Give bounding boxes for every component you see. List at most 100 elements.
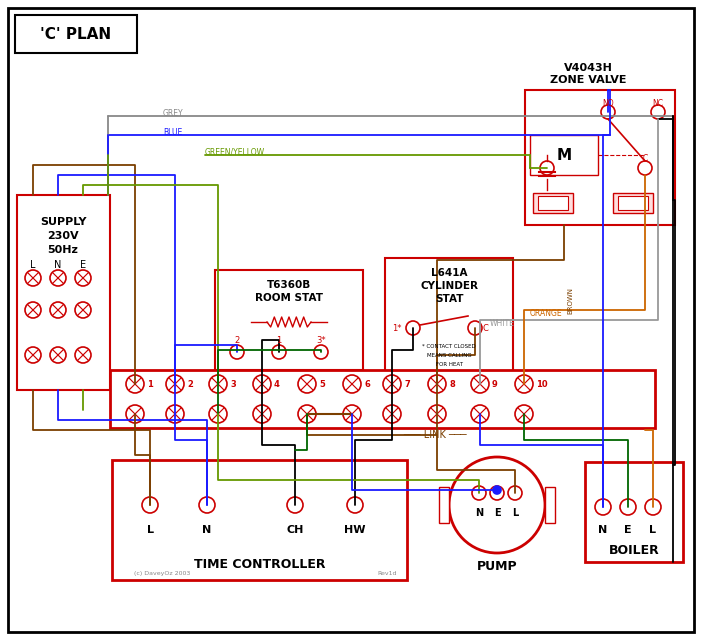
Circle shape — [428, 405, 446, 423]
Circle shape — [383, 375, 401, 393]
Text: * CONTACT CLOSED: * CONTACT CLOSED — [422, 344, 476, 349]
Text: HW: HW — [344, 525, 366, 535]
Circle shape — [449, 457, 545, 553]
Circle shape — [383, 405, 401, 423]
Text: 1*: 1* — [392, 324, 402, 333]
Text: C: C — [482, 324, 488, 333]
Text: STAT: STAT — [435, 294, 463, 304]
Text: E: E — [80, 260, 86, 270]
Text: BLUE: BLUE — [163, 128, 183, 137]
Text: 'C' PLAN: 'C' PLAN — [41, 26, 112, 42]
Text: 50Hz: 50Hz — [48, 245, 79, 255]
Text: SUPPLY: SUPPLY — [40, 217, 86, 227]
Text: 3*: 3* — [316, 335, 326, 344]
Circle shape — [298, 375, 316, 393]
Text: 1: 1 — [277, 335, 282, 344]
Text: N: N — [598, 525, 608, 535]
Text: 9: 9 — [492, 379, 498, 388]
Text: 6: 6 — [364, 379, 370, 388]
FancyBboxPatch shape — [618, 196, 648, 210]
Circle shape — [645, 499, 661, 515]
Circle shape — [209, 375, 227, 393]
Circle shape — [272, 345, 286, 359]
Text: L: L — [649, 525, 656, 535]
FancyBboxPatch shape — [17, 195, 110, 390]
FancyBboxPatch shape — [585, 462, 683, 562]
Circle shape — [343, 405, 361, 423]
Circle shape — [209, 405, 227, 423]
Text: 5: 5 — [319, 379, 325, 388]
Circle shape — [166, 405, 184, 423]
Text: 8: 8 — [449, 379, 455, 388]
Text: L: L — [512, 508, 518, 518]
Circle shape — [471, 405, 489, 423]
Circle shape — [472, 486, 486, 500]
FancyBboxPatch shape — [545, 487, 555, 523]
Circle shape — [428, 375, 446, 393]
Circle shape — [199, 497, 215, 513]
Text: CH: CH — [286, 525, 304, 535]
Text: ─── LINK ───: ─── LINK ─── — [403, 430, 467, 440]
FancyBboxPatch shape — [538, 196, 568, 210]
Circle shape — [50, 270, 66, 286]
Text: 2: 2 — [234, 335, 239, 344]
Text: N: N — [475, 508, 483, 518]
FancyBboxPatch shape — [385, 258, 513, 376]
Circle shape — [595, 499, 611, 515]
Circle shape — [620, 499, 636, 515]
FancyBboxPatch shape — [110, 370, 655, 428]
Text: TIME CONTROLLER: TIME CONTROLLER — [194, 558, 325, 572]
Circle shape — [25, 270, 41, 286]
Circle shape — [126, 405, 144, 423]
FancyBboxPatch shape — [530, 135, 598, 175]
Circle shape — [75, 347, 91, 363]
Text: E: E — [494, 508, 501, 518]
Circle shape — [75, 302, 91, 318]
Circle shape — [651, 105, 665, 119]
Text: M: M — [557, 147, 571, 163]
FancyBboxPatch shape — [15, 15, 137, 53]
Text: ROOM STAT: ROOM STAT — [255, 293, 323, 303]
FancyBboxPatch shape — [8, 8, 694, 632]
FancyBboxPatch shape — [112, 460, 407, 580]
Circle shape — [25, 302, 41, 318]
Circle shape — [298, 405, 316, 423]
Circle shape — [287, 497, 303, 513]
Text: C: C — [642, 153, 648, 163]
Circle shape — [253, 375, 271, 393]
Circle shape — [50, 302, 66, 318]
Circle shape — [515, 405, 533, 423]
Circle shape — [230, 345, 244, 359]
Text: T6360B: T6360B — [267, 280, 311, 290]
Text: L: L — [30, 260, 36, 270]
FancyBboxPatch shape — [525, 90, 675, 225]
Text: V4043H: V4043H — [564, 63, 612, 73]
Text: NO: NO — [602, 99, 614, 108]
Circle shape — [471, 375, 489, 393]
Circle shape — [75, 270, 91, 286]
Text: (c) DaveyOz 2003: (c) DaveyOz 2003 — [134, 571, 190, 576]
Text: MEANS CALLING: MEANS CALLING — [427, 353, 471, 358]
Circle shape — [25, 347, 41, 363]
Circle shape — [468, 321, 482, 335]
Text: PUMP: PUMP — [477, 560, 517, 574]
Text: N: N — [54, 260, 62, 270]
Circle shape — [540, 161, 554, 175]
Text: 10: 10 — [536, 379, 548, 388]
FancyBboxPatch shape — [439, 487, 449, 523]
Circle shape — [142, 497, 158, 513]
Text: E: E — [624, 525, 632, 535]
Circle shape — [406, 321, 420, 335]
Circle shape — [601, 105, 615, 119]
Text: ORANGE: ORANGE — [530, 308, 562, 317]
Text: 3: 3 — [230, 379, 236, 388]
Circle shape — [638, 161, 652, 175]
Text: CYLINDER: CYLINDER — [420, 281, 478, 291]
Text: GREEN/YELLOW: GREEN/YELLOW — [205, 147, 265, 156]
Circle shape — [253, 405, 271, 423]
Circle shape — [50, 347, 66, 363]
Text: 230V: 230V — [47, 231, 79, 241]
Text: ZONE VALVE: ZONE VALVE — [550, 75, 626, 85]
Text: N: N — [202, 525, 211, 535]
Text: 7: 7 — [404, 379, 410, 388]
